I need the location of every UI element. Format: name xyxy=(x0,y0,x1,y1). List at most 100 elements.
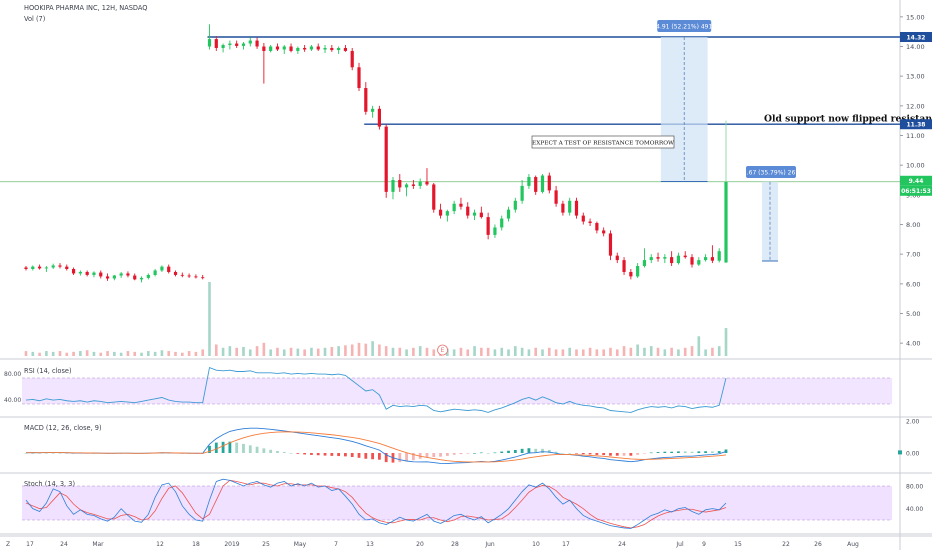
candle-body xyxy=(663,257,667,259)
macd-histogram-bar xyxy=(622,453,626,456)
candle-body xyxy=(574,200,579,216)
volume-bar xyxy=(119,352,123,356)
candle-body xyxy=(309,46,314,50)
volume-bar xyxy=(38,352,41,356)
macd-histogram-bar xyxy=(581,453,585,455)
macd-histogram-bar xyxy=(439,453,442,457)
candle-body xyxy=(44,267,48,269)
time-axis-label: 18 xyxy=(192,541,200,548)
macd-histogram-bar xyxy=(276,451,279,453)
volume-bar xyxy=(194,351,198,356)
time-axis-label: May xyxy=(294,541,307,548)
candle-body xyxy=(371,108,375,112)
volume-bar xyxy=(72,351,75,356)
rsi-tick-label: 80.00 xyxy=(4,371,21,378)
macd-histogram-bar xyxy=(683,451,687,453)
macd-histogram-bar xyxy=(65,453,69,454)
macd-histogram-bar xyxy=(636,453,640,455)
macd-histogram-bar xyxy=(31,452,35,454)
candle-body xyxy=(418,181,422,186)
candle-body xyxy=(561,203,565,213)
stoch-k-line xyxy=(25,478,727,529)
volume-bar xyxy=(677,349,680,356)
macd-histogram-bar xyxy=(609,453,612,456)
volume-bar xyxy=(568,347,571,356)
candle-body xyxy=(173,271,178,275)
time-axis-label: 2019 xyxy=(224,541,239,548)
macd-histogram-bar xyxy=(316,453,320,456)
macd-label: MACD (12, 26, close, 9) xyxy=(24,424,102,432)
volume-bar xyxy=(160,350,164,356)
macd-histogram-bar xyxy=(289,453,293,454)
volume-bar xyxy=(473,346,476,356)
macd-histogram-bar xyxy=(167,453,171,454)
candle-body xyxy=(459,203,463,207)
macd-histogram-bar xyxy=(656,452,660,453)
candle-body xyxy=(642,260,647,267)
time-axis-label: Jul xyxy=(675,541,684,548)
macd-histogram-bar xyxy=(58,453,62,454)
macd-histogram-bar xyxy=(629,453,633,456)
macd-histogram-bar xyxy=(527,448,531,453)
volume-bar xyxy=(45,351,48,356)
macd-histogram-bar xyxy=(228,441,232,453)
candle-body xyxy=(404,184,409,188)
volume-bar xyxy=(242,346,245,356)
candle-body xyxy=(92,272,96,275)
stoch-d-line xyxy=(25,479,727,529)
measure-box-lower xyxy=(762,181,778,261)
candle-body xyxy=(622,260,626,272)
volume-bar xyxy=(364,343,368,356)
time-axis-label: 15 xyxy=(734,541,742,548)
candle-body xyxy=(506,209,511,219)
macd-tick-label: 2.00 xyxy=(906,419,920,426)
macd-histogram-bar xyxy=(500,451,504,453)
macd-histogram-bar xyxy=(724,449,728,453)
candle-body xyxy=(432,184,436,210)
volume-label: Vol (7) xyxy=(24,15,46,23)
macd-histogram-bar xyxy=(717,451,721,453)
macd-histogram-bar xyxy=(520,448,524,453)
candle-body xyxy=(710,257,715,261)
candle-body xyxy=(241,43,246,46)
macd-histogram-bar xyxy=(323,453,327,456)
candle-body xyxy=(296,47,300,51)
macd-histogram-bar xyxy=(677,451,680,453)
volume-bar xyxy=(629,347,633,356)
macd-histogram-bar xyxy=(473,453,476,454)
price-tag-resistance: 11.38 xyxy=(907,122,926,129)
macd-histogram-bar xyxy=(282,452,286,453)
countdown-tag-bg xyxy=(900,185,932,196)
candle-body xyxy=(595,223,599,231)
volume-bar xyxy=(588,347,592,356)
time-axis-label: 22 xyxy=(782,541,790,548)
candle-body xyxy=(289,46,293,51)
macd-histogram-bar xyxy=(466,453,470,454)
macd-histogram-bar xyxy=(398,453,402,463)
volume-bar xyxy=(255,346,259,356)
candle-body xyxy=(275,46,280,50)
time-axis-corner: Z xyxy=(6,541,10,548)
volume-bar xyxy=(663,349,667,356)
macd-histogram-bar xyxy=(493,452,497,454)
volume-bar xyxy=(575,349,578,356)
candle-body xyxy=(704,257,708,261)
candle-body xyxy=(472,212,477,216)
volume-bar xyxy=(391,347,395,356)
stoch-tick-label: 80.00 xyxy=(906,484,923,491)
macd-signal-line xyxy=(26,431,727,463)
candle-body xyxy=(167,266,171,272)
volume-bar xyxy=(486,347,490,356)
earnings-marker-icon xyxy=(437,344,448,356)
candle-body xyxy=(37,266,42,269)
candle-body xyxy=(207,39,212,47)
candle-body xyxy=(486,217,490,235)
candle-body xyxy=(493,227,497,235)
volume-bar xyxy=(581,349,585,356)
time-axis-label: 28 xyxy=(451,541,459,548)
candle-body xyxy=(85,271,89,275)
candle-body xyxy=(139,277,144,280)
macd-histogram-bar xyxy=(554,451,558,453)
volume-bar xyxy=(690,346,694,356)
